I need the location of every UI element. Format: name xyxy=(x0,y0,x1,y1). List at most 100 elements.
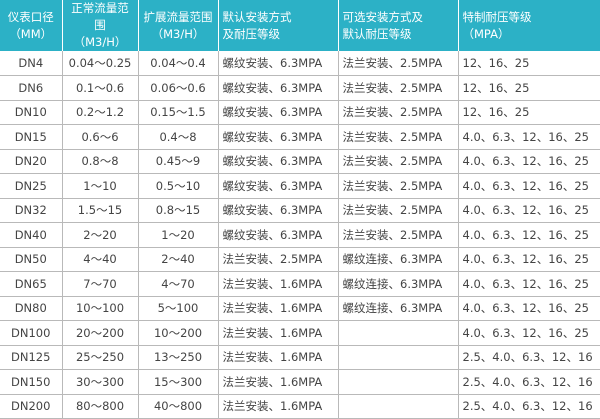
table-cell: 0.04～0.4 xyxy=(137,51,219,76)
header-cell: 特制耐压等级 （MPA） xyxy=(457,0,600,51)
table-cell: 4.0、6.3、12、16、25 xyxy=(457,149,600,174)
table-cell: 1～20 xyxy=(137,222,219,248)
table-cell: 40～800 xyxy=(137,394,219,419)
table-cell: DN100 xyxy=(0,320,63,346)
header-text: （M3/H） xyxy=(151,26,205,41)
table-cell: 螺纹安装、6.3MPA xyxy=(217,51,339,76)
table-cell: 0.8～8 xyxy=(61,149,139,174)
table-cell: 12、16、25 xyxy=(457,51,600,76)
table-cell: 0.15～1.5 xyxy=(137,100,219,125)
table-row: DN32 1.5～15 0.8～15 螺纹安装、6.3MPA 法兰安装、2.5MPA 4.… xyxy=(0,198,600,223)
table-cell: DN6 xyxy=(0,75,63,101)
header-text: 特制耐压等级 xyxy=(462,9,532,24)
table-cell: 法兰安装、2.5MPA xyxy=(337,198,459,223)
table-cell: 15～300 xyxy=(137,369,219,395)
table-cell: 20～200 xyxy=(61,320,139,346)
table-cell: 4～70 xyxy=(137,271,219,297)
header-cell: 仪表口径 （MM） xyxy=(0,0,62,51)
table-cell: 螺纹安装、6.3MPA xyxy=(217,75,339,101)
table-cell: 法兰安装、2.5MPA xyxy=(337,124,459,150)
table-cell: 法兰安装、1.6MPA xyxy=(217,345,339,370)
table-cell: 螺纹安装、6.3MPA xyxy=(217,124,339,150)
table-cell: 2～20 xyxy=(61,222,139,248)
table-cell: 4.0、6.3、12、16、25 xyxy=(457,124,600,150)
header-cell: 扩展流量范围 （M3/H） xyxy=(137,0,218,51)
header-text: 及耐压等级 xyxy=(222,26,281,41)
table-cell xyxy=(337,345,459,370)
table-row: DN50 4～40 2～40 法兰安装、2.5MPA 螺纹连接、6.3MPA 4.0、6.… xyxy=(0,247,600,272)
table-row: DN40 2～20 1～20 螺纹安装、6.3MPA 法兰安装、2.5MPA 4.0、6.… xyxy=(0,222,600,248)
table-cell: 法兰安装、2.5MPA xyxy=(337,173,459,199)
table-cell: 80～800 xyxy=(61,394,139,419)
table-cell: 5～100 xyxy=(137,296,219,321)
header-text: 可选安装方式及 xyxy=(342,9,424,24)
table-cell: 螺纹安装、6.3MPA xyxy=(217,198,339,223)
table-row: DN150 30～300 15～300 法兰安装、1.6MPA 2.5、4.0、6.3、… xyxy=(0,369,600,395)
table-cell: 2.5、4.0、6.3、12、16 xyxy=(457,394,600,419)
table-cell: 2.5、4.0、6.3、12、16 xyxy=(457,345,600,370)
table-cell: DN125 xyxy=(0,345,63,370)
table-row: DN100 20～200 10～200 法兰安装、1.6MPA 4.0、6.3、12、1… xyxy=(0,320,600,346)
header-cell: 正常流量范围 （M3/H） xyxy=(61,0,138,51)
table-cell: 7～70 xyxy=(61,271,139,297)
header-text: （MPA） xyxy=(462,26,510,41)
table-cell: 25～250 xyxy=(61,345,139,370)
table-row: DN6 0.1～0.6 0.06～0.6 螺纹安装、6.3MPA 法兰安装、2.5MPA… xyxy=(0,75,600,101)
table-row: DN15 0.6～6 0.4～8 螺纹安装、6.3MPA 法兰安装、2.5MPA 4.0、… xyxy=(0,124,600,150)
table-cell: 4.0、6.3、12、16、25 xyxy=(457,296,600,321)
table-row: DN25 1～10 0.5～10 螺纹安装、6.3MPA 法兰安装、2.5MPA 4.0、… xyxy=(0,173,600,199)
table-cell: 13～250 xyxy=(137,345,219,370)
table-cell: 10～200 xyxy=(137,320,219,346)
table-cell: DN15 xyxy=(0,124,63,150)
table-cell: 螺纹安装、6.3MPA xyxy=(217,100,339,125)
table-cell: DN200 xyxy=(0,394,63,419)
table-cell: 螺纹连接、6.3MPA xyxy=(337,247,459,272)
table-cell xyxy=(337,369,459,395)
table-cell: 12、16、25 xyxy=(457,100,600,125)
table-cell: DN80 xyxy=(0,296,63,321)
table-cell: 法兰安装、2.5MPA xyxy=(337,51,459,76)
table-cell: 4.0、6.3、12、16、25 xyxy=(457,173,600,199)
table-cell: 法兰安装、1.6MPA xyxy=(217,296,339,321)
table-cell: DN4 xyxy=(0,51,63,76)
table-cell: 法兰安装、1.6MPA xyxy=(217,369,339,395)
table-cell: 4.0、6.3、12、16、25 xyxy=(457,247,600,272)
table-cell: 法兰安装、2.5MPA xyxy=(337,222,459,248)
table-cell: DN40 xyxy=(0,222,63,248)
header-text: 扩展流量范围 xyxy=(143,9,213,24)
table-row: DN80 10～100 5～100 法兰安装、1.6MPA 螺纹连接、6.3MPA 4.0… xyxy=(0,296,600,321)
table-row: DN4 0.04～0.25 0.04～0.4 螺纹安装、6.3MPA 法兰安装、2.5M… xyxy=(0,51,600,76)
table-cell: 螺纹连接、6.3MPA xyxy=(337,271,459,297)
table-cell: 0.2～1.2 xyxy=(61,100,139,125)
header-text: 仪表口径 xyxy=(7,9,54,24)
table-row: DN125 25～250 13～250 法兰安装、1.6MPA 2.5、4.0、6.3、… xyxy=(0,345,600,370)
table-cell: 0.6～6 xyxy=(61,124,139,150)
table-cell xyxy=(337,394,459,419)
table-cell: 0.5～10 xyxy=(137,173,219,199)
table-cell: DN10 xyxy=(0,100,63,125)
table-cell: DN20 xyxy=(0,149,63,174)
table-row: DN10 0.2～1.2 0.15～1.5 螺纹安装、6.3MPA 法兰安装、2.5MP… xyxy=(0,100,600,125)
table-cell: 12、16、25 xyxy=(457,75,600,101)
table-cell: 0.8～15 xyxy=(137,198,219,223)
table-cell: 1.5～15 xyxy=(61,198,139,223)
table-row: DN200 80～800 40～800 法兰安装、1.6MPA 2.5、4.0、6.3、… xyxy=(0,394,600,419)
table-cell: DN65 xyxy=(0,271,63,297)
table-cell: 螺纹安装、6.3MPA xyxy=(217,222,339,248)
table-cell: DN25 xyxy=(0,173,63,199)
table-cell: 4.0、6.3、12、16、25 xyxy=(457,320,600,346)
table-cell: 法兰安装、2.5MPA xyxy=(217,247,339,272)
table-cell: 法兰安装、2.5MPA xyxy=(337,100,459,125)
table-cell: 10～100 xyxy=(61,296,139,321)
table-cell: 螺纹连接、6.3MPA xyxy=(337,296,459,321)
header-cell: 可选安装方式及 默认耐压等级 xyxy=(337,0,458,51)
table-cell: 4.0、6.3、12、16、25 xyxy=(457,271,600,297)
table-cell: 4.0、6.3、12、16、25 xyxy=(457,222,600,248)
header-text: 正常流量范围 xyxy=(71,1,129,32)
table-cell: 0.45～9 xyxy=(137,149,219,174)
table-cell: 30～300 xyxy=(61,369,139,395)
table-cell: 0.04～0.25 xyxy=(61,51,139,76)
header-row: 仪表口径 （MM） 正常流量范围 （M3/H） 扩展流量范围 （M3/H） 默认安装方式 及耐… xyxy=(0,0,600,51)
table-cell: DN32 xyxy=(0,198,63,223)
